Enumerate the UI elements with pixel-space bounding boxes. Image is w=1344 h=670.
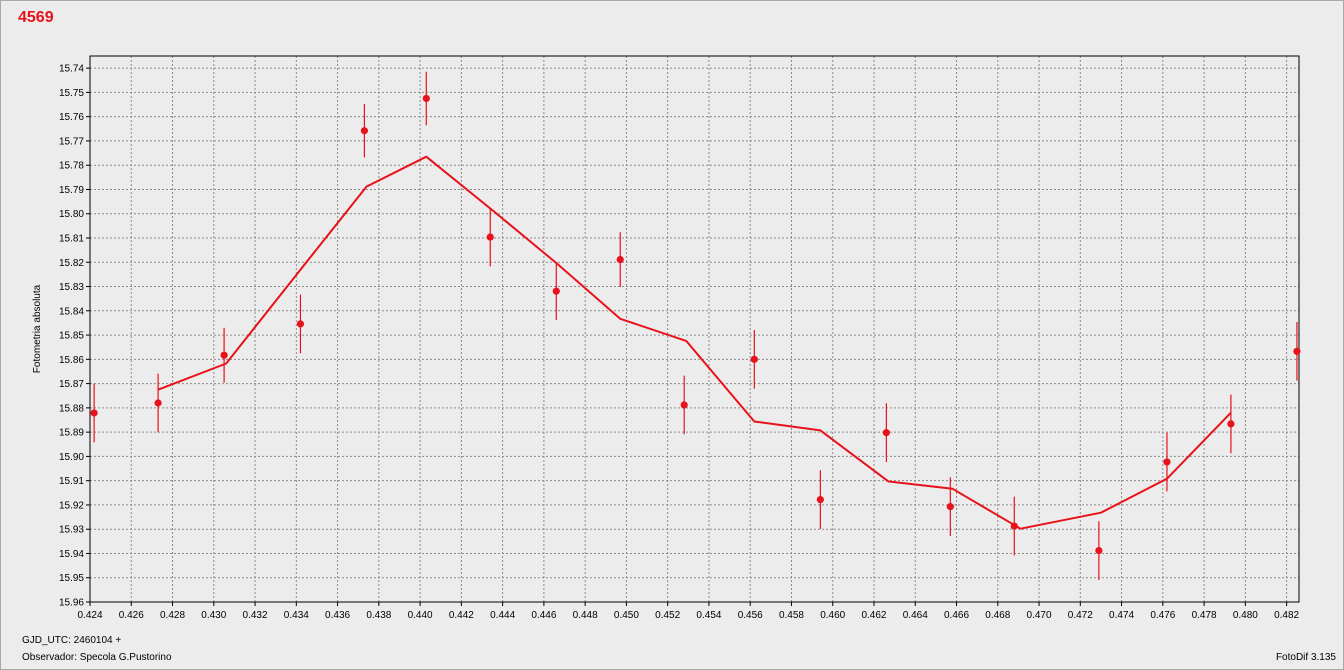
x-tick-label: 0.470 xyxy=(1027,610,1052,621)
data-point xyxy=(154,399,162,407)
x-tick-label: 0.466 xyxy=(944,610,969,621)
data-point xyxy=(1227,420,1235,428)
y-tick-label: 15.87 xyxy=(59,379,84,390)
y-axis-label: Fotometria absoluta xyxy=(32,284,43,373)
x-tick-label: 0.426 xyxy=(119,610,144,621)
y-tick-label: 15.83 xyxy=(59,282,84,293)
y-tick-label: 15.78 xyxy=(59,161,84,172)
y-tick-label: 15.93 xyxy=(59,525,84,536)
y-tick-label: 15.91 xyxy=(59,476,84,487)
data-point xyxy=(486,233,494,241)
y-axis: 15.74 15.75 15.76 15.77 15.78 15.79 15.80 15.81… xyxy=(59,64,90,609)
y-tick-label: 15.95 xyxy=(59,573,84,584)
x-tick-label: 0.458 xyxy=(779,610,804,621)
grid xyxy=(89,56,1299,603)
x-tick-label: 0.442 xyxy=(449,610,474,621)
x-tick-label: 0.472 xyxy=(1068,610,1093,621)
chart-title: 4569 xyxy=(18,9,54,26)
data-point xyxy=(360,127,368,135)
x-tick-label: 0.480 xyxy=(1233,610,1258,621)
y-tick-label: 15.76 xyxy=(59,112,84,123)
x-tick-label: 0.464 xyxy=(903,610,928,621)
x-tick-label: 0.462 xyxy=(861,610,886,621)
data-point xyxy=(552,287,560,295)
x-tick-label: 0.430 xyxy=(201,610,226,621)
x-tick-label: 0.432 xyxy=(243,610,268,621)
y-tick-label: 15.82 xyxy=(59,258,84,269)
x-tick-label: 0.434 xyxy=(284,610,309,621)
data-point xyxy=(616,255,624,264)
observer-label: Observador: Specola G.Pustorino xyxy=(22,652,172,663)
data-point xyxy=(296,320,305,328)
y-tick-label: 15.88 xyxy=(59,403,84,414)
y-tick-label: 15.94 xyxy=(59,549,84,560)
data-point xyxy=(1095,546,1103,555)
x-tick-label: 0.474 xyxy=(1109,610,1134,621)
y-tick-label: 15.90 xyxy=(59,452,84,463)
x-axis: 0.424 0.426 0.428 0.430 0.432 0.434 0.436 0.438… xyxy=(77,602,1300,621)
data-point xyxy=(90,409,98,417)
gjd-label: GJD_UTC: 2460104 + xyxy=(22,635,122,646)
x-tick-label: 0.448 xyxy=(573,610,598,621)
data-point xyxy=(750,355,758,363)
y-tick-label: 15.84 xyxy=(59,306,84,317)
y-tick-label: 15.86 xyxy=(59,355,84,366)
y-tick-label: 15.80 xyxy=(59,209,84,220)
model-line-layer xyxy=(157,155,1232,530)
x-tick-label: 0.446 xyxy=(531,610,556,621)
data-points-layer xyxy=(90,71,1301,580)
x-tick-label: 0.428 xyxy=(160,610,185,621)
software-version-label: FotoDif 3.135 xyxy=(1275,652,1336,663)
plot-area xyxy=(89,55,1300,603)
y-tick-label: 15.92 xyxy=(59,500,84,511)
data-point xyxy=(1293,347,1301,355)
y-tick-label: 15.81 xyxy=(59,234,84,245)
y-tick-label: 15.75 xyxy=(59,88,84,99)
data-point xyxy=(1010,522,1018,530)
x-tick-label: 0.452 xyxy=(655,610,680,621)
data-point xyxy=(220,351,228,359)
y-tick-label: 15.77 xyxy=(59,136,84,147)
y-tick-label: 15.89 xyxy=(59,428,84,439)
data-point xyxy=(422,94,430,103)
data-point xyxy=(1163,458,1171,466)
y-tick-label: 15.79 xyxy=(59,185,84,196)
x-tick-label: 0.478 xyxy=(1192,610,1217,621)
y-tick-label: 15.74 xyxy=(59,64,84,75)
x-tick-label: 0.456 xyxy=(738,610,763,621)
x-tick-label: 0.468 xyxy=(985,610,1010,621)
data-point xyxy=(680,401,688,409)
x-tick-label: 0.476 xyxy=(1150,610,1175,621)
x-tick-label: 0.424 xyxy=(77,610,102,621)
x-tick-label: 0.460 xyxy=(820,610,845,621)
x-tick-label: 0.440 xyxy=(408,610,433,621)
model-line xyxy=(157,155,1232,530)
y-tick-label: 15.96 xyxy=(59,598,84,609)
data-point xyxy=(816,495,824,504)
x-tick-label: 0.438 xyxy=(366,610,391,621)
x-tick-label: 0.450 xyxy=(614,610,639,621)
x-tick-label: 0.436 xyxy=(325,610,350,621)
x-tick-label: 0.454 xyxy=(696,610,721,621)
x-tick-label: 0.444 xyxy=(490,610,515,621)
y-tick-label: 15.85 xyxy=(59,331,84,342)
x-tick-label: 0.482 xyxy=(1274,610,1299,621)
data-point xyxy=(882,429,890,437)
data-point xyxy=(946,503,954,511)
